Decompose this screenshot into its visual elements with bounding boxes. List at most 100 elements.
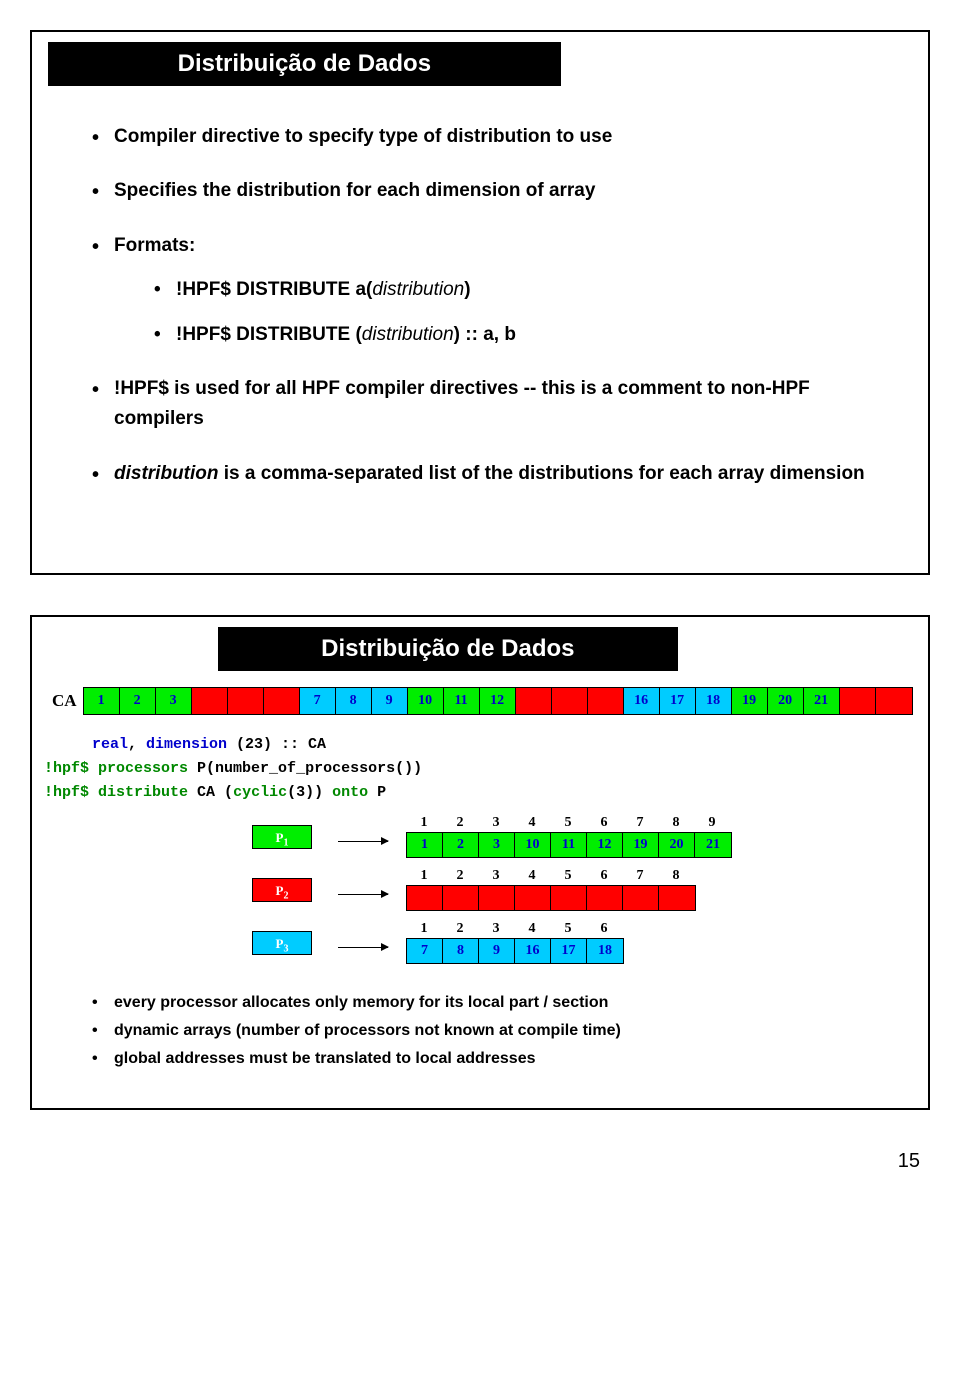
processor-cell: 14 xyxy=(551,886,587,910)
processor-row: P1123456789123101112192021 xyxy=(252,815,908,858)
index-label: 6 xyxy=(586,868,622,884)
bullet-item: !HPF$ is used for all HPF compiler direc… xyxy=(92,374,868,435)
processor-cell: 23 xyxy=(659,886,695,910)
slide-title: Distribuição de Dados xyxy=(48,42,561,86)
ca-cell: 9 xyxy=(372,688,408,714)
processor-cells: 4561314152223 xyxy=(406,885,696,911)
kw: onto xyxy=(332,784,368,801)
kw: dimension xyxy=(146,736,227,753)
kw: !hpf$ xyxy=(44,784,89,801)
processor-section: P1123456789123101112192021P2123456784561… xyxy=(52,815,908,964)
index-label: 5 xyxy=(550,868,586,884)
index-label: 6 xyxy=(586,815,622,831)
ca-cell: 14 xyxy=(552,688,588,714)
slide-body: Compiler directive to specify type of di… xyxy=(32,92,928,573)
index-label: 2 xyxy=(442,921,478,937)
bullet-item: Specifies the distribution for each dime… xyxy=(92,176,868,206)
index-label: 7 xyxy=(622,815,658,831)
processor-cells-wrap: 123456784561314152223 xyxy=(406,868,696,911)
bullet-item: global addresses must be translated to l… xyxy=(92,1050,868,1068)
processor-cell: 20 xyxy=(659,833,695,857)
ca-cell: 7 xyxy=(300,688,336,714)
processor-cell: 22 xyxy=(623,886,659,910)
processor-cell: 21 xyxy=(695,833,731,857)
index-label: 4 xyxy=(514,921,550,937)
processor-cell: 4 xyxy=(407,886,443,910)
ca-cell: 16 xyxy=(624,688,660,714)
processor-cell: 7 xyxy=(407,939,443,963)
ca-cell: 5 xyxy=(228,688,264,714)
index-label: 2 xyxy=(442,815,478,831)
processor-cell: 5 xyxy=(443,886,479,910)
processor-cell: 12 xyxy=(587,833,623,857)
text: is a comma-separated list of the distrib… xyxy=(218,463,864,484)
processor-label: P3 xyxy=(252,931,312,955)
ca-cell: 20 xyxy=(768,688,804,714)
processor-cell: 19 xyxy=(623,833,659,857)
sub-item: !HPF$ DISTRIBUTE a(distribution) xyxy=(154,275,868,305)
ca-cell: 22 xyxy=(840,688,876,714)
slide-header: Distribuição de Dados xyxy=(32,32,928,92)
bullet-list: every processor allocates only memory fo… xyxy=(92,994,868,1068)
index-label: 8 xyxy=(658,868,694,884)
arrow-icon xyxy=(338,841,388,842)
kw: real xyxy=(92,736,128,753)
ca-array-row: CA 1234567891011121314151617181920212223 xyxy=(52,687,908,715)
text: CA ( xyxy=(197,784,233,801)
index-label: 6 xyxy=(586,921,622,937)
ca-cell: 15 xyxy=(588,688,624,714)
kw: distribute xyxy=(89,784,197,801)
index-label: 3 xyxy=(478,815,514,831)
ca-cell: 6 xyxy=(264,688,300,714)
arrow-icon xyxy=(338,894,388,895)
processor-cell: 17 xyxy=(551,939,587,963)
text: P(number_of_processors()) xyxy=(197,760,422,777)
text: ) :: a, b xyxy=(454,324,516,345)
processor-cell: 1 xyxy=(407,833,443,857)
bullet-item: Compiler directive to specify type of di… xyxy=(92,122,868,152)
processor-cell: 10 xyxy=(515,833,551,857)
kw: processors xyxy=(89,760,197,777)
ca-cell: 12 xyxy=(480,688,516,714)
processor-label: P1 xyxy=(252,825,312,849)
kw: !hpf$ xyxy=(44,760,89,777)
ca-cell: 3 xyxy=(156,688,192,714)
index-label: 7 xyxy=(622,868,658,884)
slide-1: Distribuição de Dados Compiler directive… xyxy=(30,30,930,575)
processor-cell: 15 xyxy=(587,886,623,910)
index-row: 12345678 xyxy=(406,868,696,884)
index-label: 5 xyxy=(550,815,586,831)
bullet-list: Compiler directive to specify type of di… xyxy=(92,122,868,489)
slide-header: Distribuição de Dados xyxy=(32,617,928,677)
processor-cell: 13 xyxy=(515,886,551,910)
slide-2: Distribuição de Dados CA 123456789101112… xyxy=(30,615,930,1110)
slide-title: Distribuição de Dados xyxy=(218,627,678,671)
processor-cells-wrap: 123456789161718 xyxy=(406,921,624,964)
bullet-item: distribution is a comma-separated list o… xyxy=(92,459,868,489)
ca-cell: 4 xyxy=(192,688,228,714)
bullet-item: Formats: !HPF$ DISTRIBUTE a(distribution… xyxy=(92,231,868,350)
processor-cell: 9 xyxy=(479,939,515,963)
ca-cell: 2 xyxy=(120,688,156,714)
text: , xyxy=(128,736,146,753)
index-label: 3 xyxy=(478,868,514,884)
index-label: 9 xyxy=(694,815,730,831)
processor-cells: 789161718 xyxy=(406,938,624,964)
index-label: 1 xyxy=(406,921,442,937)
processor-row: P2123456784561314152223 xyxy=(252,868,908,911)
index-label: 1 xyxy=(406,815,442,831)
arrow-icon xyxy=(338,947,388,948)
text: !HPF$ DISTRIBUTE a( xyxy=(176,279,372,300)
processor-cell: 8 xyxy=(443,939,479,963)
ca-label: CA xyxy=(52,691,77,711)
ca-cell: 23 xyxy=(876,688,912,714)
italic-text: distribution xyxy=(114,463,218,484)
bullet-item: dynamic arrays (number of processors not… xyxy=(92,1022,868,1040)
ca-cell: 1 xyxy=(84,688,120,714)
index-label: 4 xyxy=(514,815,550,831)
processor-label: P2 xyxy=(252,878,312,902)
processor-cell: 3 xyxy=(479,833,515,857)
bullet-item: every processor allocates only memory fo… xyxy=(92,994,868,1012)
ca-cell: 21 xyxy=(804,688,840,714)
text: ) xyxy=(464,279,470,300)
